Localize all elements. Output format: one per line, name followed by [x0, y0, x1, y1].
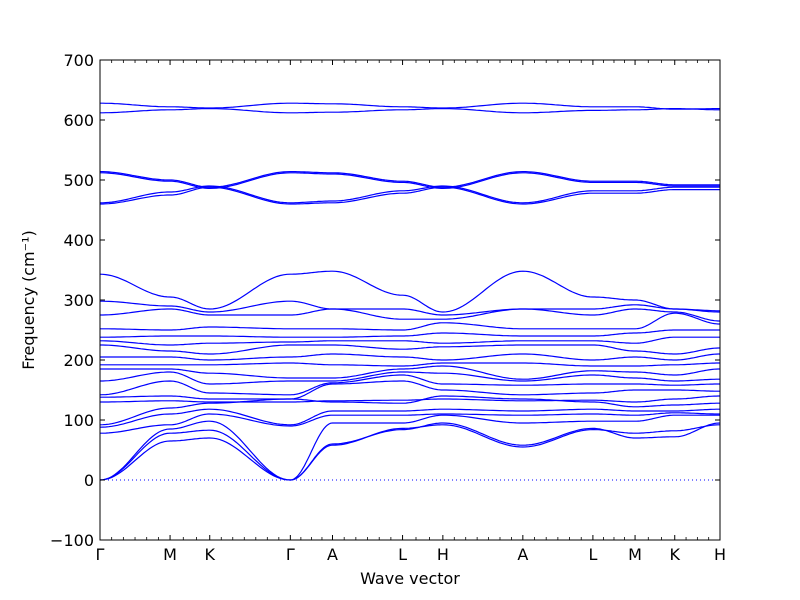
x-tick-label: H — [437, 545, 449, 564]
x-tick-label: K — [204, 545, 215, 564]
y-tick-label: 500 — [63, 171, 94, 190]
band-line-25 — [100, 108, 720, 114]
band-line-5 — [99, 408, 720, 428]
x-tick-label: M — [163, 545, 177, 564]
band-line-26 — [100, 102, 720, 110]
x-tick-label: A — [327, 545, 338, 564]
band-line-24 — [100, 171, 720, 188]
y-tick-label: 100 — [63, 411, 94, 430]
band-line-8 — [100, 380, 720, 400]
x-tick-label: L — [398, 545, 407, 564]
band-line-16 — [100, 329, 720, 338]
y-tick-label: 300 — [63, 291, 94, 310]
x-tick-label: A — [517, 545, 528, 564]
band-line-12 — [100, 362, 720, 367]
band-line-2 — [99, 422, 721, 481]
x-tick-label: K — [669, 545, 680, 564]
band-line-4 — [100, 412, 720, 434]
band-line-9 — [99, 374, 720, 396]
band-lines — [99, 102, 721, 481]
y-tick-label: 400 — [63, 231, 94, 250]
x-tick-label: Γ — [96, 545, 105, 564]
y-tick-label: −100 — [50, 531, 94, 550]
y-tick-label: 0 — [84, 471, 94, 490]
band-line-14 — [100, 344, 720, 355]
y-axis-ticks: −100 0 100 200 300 400 500 600 700 — [50, 51, 720, 550]
band-line-11 — [100, 365, 720, 380]
band-line-19 — [100, 300, 720, 316]
band-line-10 — [100, 371, 720, 385]
y-tick-label: 600 — [63, 111, 94, 130]
band-line-15 — [100, 336, 720, 346]
y-axis-label: Frequency (cm⁻¹) — [19, 230, 38, 369]
band-line-18 — [100, 308, 720, 322]
y-tick-label: 700 — [63, 51, 94, 70]
band-line-3 — [99, 414, 720, 481]
band-line-7 — [100, 395, 720, 403]
band-line-17 — [100, 312, 720, 331]
band-line-20 — [99, 270, 720, 313]
x-tick-label: L — [588, 545, 597, 564]
y-tick-label: 200 — [63, 351, 94, 370]
x-tick-label: Γ — [286, 545, 295, 564]
x-tick-label: M — [628, 545, 642, 564]
band-line-23 — [100, 172, 720, 189]
band-line-13 — [100, 353, 720, 361]
x-axis-label: Wave vector — [360, 569, 460, 588]
x-tick-label: H — [714, 545, 726, 564]
